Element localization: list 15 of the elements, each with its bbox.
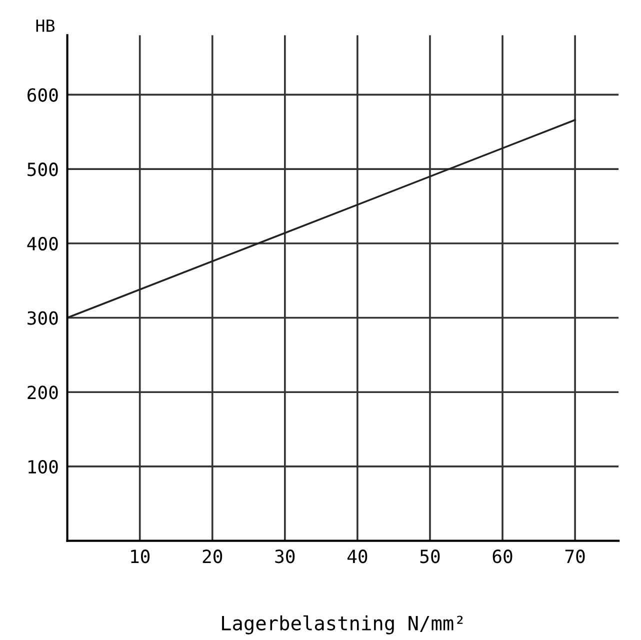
- y-tick-label: 400: [27, 236, 58, 251]
- y-tick-label: 600: [28, 88, 58, 102]
- x-tick-label: 50: [420, 550, 440, 564]
- x-tick-label: 10: [131, 550, 150, 564]
- x-tick-label: 40: [347, 550, 368, 564]
- y-tick-label: 100: [28, 460, 58, 474]
- y-axis-title: HB: [36, 20, 55, 32]
- x-tick-label: 70: [565, 550, 585, 564]
- x-tick-label: 60: [492, 550, 512, 564]
- y-tick-label: 500: [28, 162, 58, 176]
- x-tick-label: 20: [202, 550, 222, 564]
- y-tick-label: 200: [28, 386, 58, 400]
- x-tick-label: 30: [275, 550, 295, 564]
- y-tick-label: 300: [28, 311, 58, 325]
- x-axis-title: Lagerbelastning N/mm²: [222, 615, 463, 634]
